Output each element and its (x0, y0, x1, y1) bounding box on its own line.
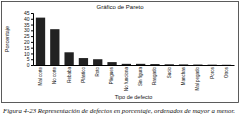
x-tick: No funciona (124, 65, 129, 91)
x-axis-title: Tipo de defecto (115, 94, 153, 100)
bar (150, 64, 159, 65)
y-tick-mark (31, 59, 33, 60)
bar (64, 52, 73, 65)
y-tick-label: 0 (27, 62, 30, 68)
x-tick-label: Plástico (81, 67, 86, 83)
x-tick: Roto (95, 65, 100, 77)
y-tick: 30 (24, 27, 33, 33)
y-tick-label: 5 (27, 56, 30, 62)
y-tick-mark (31, 36, 33, 37)
y-tick: 0 (27, 62, 33, 68)
bar (122, 64, 131, 65)
x-tick-label: No corte (52, 67, 57, 85)
x-tick: Pliegues (109, 65, 114, 84)
x-tick-label: Rasgado (152, 67, 157, 86)
x-tick: Manchas (181, 65, 186, 85)
y-tick: 40 (24, 16, 33, 22)
y-tick-label: 40 (24, 16, 30, 22)
x-tick-label: Mal pegado (195, 67, 200, 91)
y-tick: 35 (24, 22, 33, 28)
y-tick-mark (31, 19, 33, 20)
y-tick-label: 25 (24, 33, 30, 39)
bar (222, 64, 231, 65)
y-tick: 20 (24, 39, 33, 45)
y-tick-label: 20 (24, 39, 30, 45)
y-tick: 25 (24, 33, 33, 39)
x-tick: Rebaba (67, 65, 72, 83)
y-axis-line (31, 14, 34, 66)
bar (136, 64, 145, 65)
y-tick-mark (31, 42, 33, 43)
y-tick: 15 (24, 45, 33, 51)
x-tick-label: Poros (210, 66, 215, 79)
y-tick-mark (31, 65, 33, 66)
y-tick: 45 (24, 10, 33, 16)
bar (193, 64, 202, 65)
bar (79, 58, 88, 65)
chart-frame (2, 2, 239, 103)
bar (179, 64, 188, 65)
x-tick-label: Sucio (167, 67, 172, 79)
y-tick-mark (31, 13, 33, 14)
title: Gráfico de Pareto (96, 4, 144, 10)
x-tick: Mal corte (38, 65, 43, 86)
y-tick-mark (31, 53, 33, 54)
x-axis: Mal corte No corte Rebaba Plástico Roto Plieg… (34, 65, 235, 91)
y-tick: 5 (27, 56, 33, 62)
y-tick-mark (31, 30, 33, 31)
x-tick-label: Manchas (181, 66, 186, 85)
x-tick: Rasgado (152, 65, 157, 85)
bars (36, 18, 231, 65)
x-tick-label: Otros (224, 66, 229, 78)
x-tick: No corte (52, 65, 57, 84)
y-tick-mark (31, 25, 33, 26)
y-tick-label: 10 (24, 51, 30, 57)
x-tick: Mal pegado (195, 65, 200, 91)
x-tick: Plástico (81, 65, 86, 83)
x-tick: Sucio (167, 65, 172, 78)
y-tick-mark (31, 48, 33, 49)
caption: Figura 4-23 Representación de defectos e… (2, 108, 235, 114)
x-tick-label: No funciona (124, 67, 129, 92)
chart: 051015202530354045 Mal corte No corte Rebab… (0, 0, 240, 121)
x-tick: Sin figura (138, 65, 143, 86)
bar (165, 64, 174, 65)
y-tick-label: 15 (24, 45, 30, 51)
y-tick-label: 45 (24, 10, 30, 16)
y-axis: 051015202530354045 (24, 10, 34, 68)
x-tick-label: Roto (95, 67, 100, 77)
x-axis-line (34, 65, 235, 66)
bar (208, 64, 217, 65)
x-tick: Otros (224, 65, 229, 78)
y-tick-label: 35 (24, 22, 30, 28)
x-tick-label: Sin figura (138, 67, 143, 87)
bar (107, 62, 116, 65)
y-tick: 10 (24, 51, 33, 57)
bar (93, 59, 102, 65)
x-tick-label: Pliegues (109, 66, 114, 84)
bar (36, 18, 45, 65)
x-tick-label: Rebaba (67, 67, 72, 83)
y-axis-title: Porcentaje (4, 26, 10, 52)
x-tick: Poros (210, 65, 215, 79)
x-tick-label: Mal corte (38, 67, 43, 86)
bar (50, 29, 59, 65)
plot: 051015202530354045 Mal corte No corte Rebab… (24, 10, 235, 91)
y-tick-label: 30 (24, 27, 30, 33)
